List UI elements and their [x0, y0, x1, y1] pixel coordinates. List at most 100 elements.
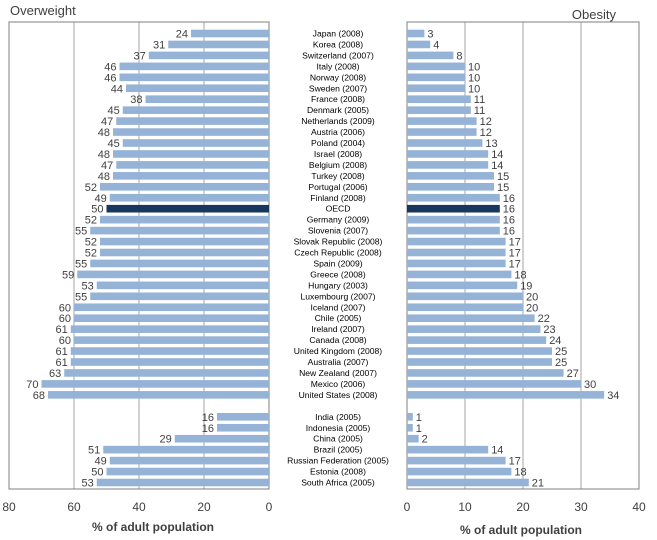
x-tick-label: 80 [2, 500, 16, 514]
overweight-bar [100, 183, 269, 191]
obesity-bar [407, 281, 518, 290]
overweight-bar [217, 423, 269, 432]
x-tick-label: 20 [197, 500, 211, 514]
category-label: United Kingdom (2008) [294, 346, 383, 356]
obesity-bar [407, 434, 419, 443]
category-label: Austria (2006) [311, 127, 365, 137]
overweight-bar [41, 380, 269, 388]
obesity-bar [407, 128, 477, 136]
obesity-bar [407, 456, 506, 465]
obesity-bar [407, 445, 489, 454]
category-label: Czech Republic (2008) [294, 248, 382, 258]
obesity-value-label: 17 [509, 258, 521, 270]
overweight-bar [145, 95, 269, 103]
overweight-value-label: 50 [91, 467, 103, 479]
overweight-value-label: 29 [160, 434, 172, 446]
overweight-value-label: 45 [108, 105, 120, 117]
obesity-bar [407, 380, 581, 388]
obesity-value-label: 16 [503, 215, 515, 227]
overweight-value-label: 24 [176, 29, 188, 41]
overweight-axis-title: % of adult population [92, 520, 214, 534]
overweight-bar [116, 117, 269, 125]
overweight-value-label: 46 [104, 61, 116, 73]
obesity-value-label: 15 [497, 182, 509, 194]
obesity-value-label: 22 [538, 313, 550, 325]
obesity-bar [407, 172, 494, 180]
obesity-bar [407, 237, 506, 246]
obesity-value-label: 27 [567, 368, 579, 380]
category-label: Hungary (2003) [308, 280, 368, 290]
obesity-bar [407, 73, 465, 82]
obesity-bar [407, 391, 605, 399]
overweight-value-label: 16 [202, 423, 214, 435]
obesity-value-label: 13 [485, 138, 497, 150]
obesity-bar [407, 183, 494, 191]
overweight-value-label: 61 [56, 346, 68, 358]
category-label: Greece (2008) [310, 269, 366, 279]
obesity-value-label: 4 [433, 39, 439, 51]
overweight-value-label: 60 [59, 313, 71, 325]
obesity-value-label: 12 [480, 116, 492, 128]
obesity-bar [407, 358, 552, 366]
obesity-bar [407, 226, 500, 235]
overweight-bar [100, 237, 269, 246]
overweight-bar [113, 150, 269, 158]
overweight-bar [100, 215, 269, 224]
category-label: Ireland (2007) [311, 324, 365, 334]
obesity-bar [407, 29, 425, 38]
obesity-value-label: 8 [456, 50, 462, 62]
obesity-value-label: 14 [491, 160, 503, 172]
overweight-value-label: 52 [85, 182, 97, 194]
obesity-bar [407, 303, 523, 312]
category-label: Israel (2008) [314, 149, 362, 159]
obesity-value-label: 11 [474, 94, 485, 106]
overweight-bar [74, 303, 269, 312]
obesity-value-label: 17 [509, 456, 521, 468]
category-label: Estonia (2008) [310, 467, 366, 477]
obesity-bar [407, 423, 413, 432]
obesity-value-label: 23 [543, 324, 555, 336]
x-tick-label: 40 [632, 500, 646, 514]
overweight-bar [119, 73, 269, 82]
overweight-bar [191, 29, 269, 38]
obesity-axis-title: % of adult population [460, 523, 582, 537]
obesity-value-label: 12 [480, 127, 492, 139]
overweight-value-labels: 2431374646443845474845484748524950525552… [26, 29, 214, 490]
category-label: France (2008) [311, 94, 365, 104]
overweight-bar [90, 292, 269, 301]
overweight-value-label: 16 [202, 412, 214, 424]
obesity-value-label: 15 [497, 171, 509, 183]
obesity-value-label: 1 [416, 412, 422, 424]
obesity-value-label: 30 [584, 379, 596, 391]
obesity-value-label: 16 [503, 204, 515, 216]
category-label: Slovenia (2007) [308, 226, 368, 236]
obesity-bar [407, 248, 506, 257]
overweight-bar [77, 270, 269, 279]
category-label: Norway (2008) [310, 72, 366, 82]
overweight-bar [96, 478, 269, 487]
x-tick-label: 40 [132, 500, 146, 514]
overweight-value-label: 46 [104, 72, 116, 84]
obesity-value-label: 20 [526, 302, 538, 314]
overweight-bar [113, 128, 269, 136]
obesity-value-label: 20 [526, 291, 538, 303]
overweight-bar [106, 204, 269, 213]
overweight-value-label: 68 [33, 390, 45, 402]
overweight-value-label: 61 [56, 357, 68, 369]
category-label: Spain (2009) [313, 258, 362, 268]
overweight-value-label: 48 [98, 171, 110, 183]
obesity-bar [407, 336, 547, 344]
overweight-value-label: 52 [85, 248, 97, 260]
category-label: Italy (2008) [317, 61, 360, 71]
obesity-bar [407, 193, 500, 202]
overweight-bar [48, 391, 269, 399]
overweight-bar [96, 281, 269, 290]
overweight-value-label: 48 [98, 127, 110, 139]
overweight-value-label: 38 [130, 94, 142, 106]
obesity-value-label: 17 [509, 237, 521, 249]
overweight-bar [106, 467, 269, 476]
category-label: United States (2008) [299, 390, 378, 400]
overweight-bar [70, 347, 269, 355]
overweight-value-label: 60 [59, 302, 71, 314]
overweight-bar [103, 445, 269, 454]
